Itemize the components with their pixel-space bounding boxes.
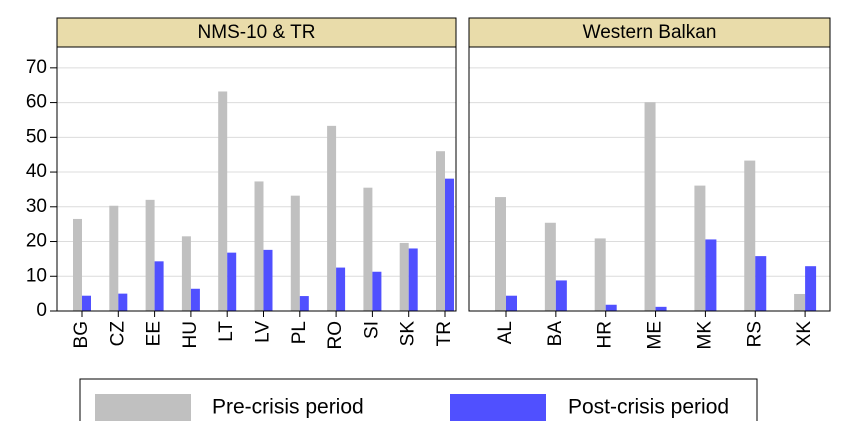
x-tick-label: EE bbox=[144, 321, 165, 346]
legend-swatch bbox=[450, 394, 546, 421]
x-tick-label: LT bbox=[216, 321, 237, 342]
panel-frame bbox=[468, 46, 831, 312]
x-tick-label: PL bbox=[289, 321, 310, 344]
y-tick-label: 50 bbox=[26, 126, 47, 147]
x-tick-label: RS bbox=[744, 321, 765, 347]
x-tick-label: SK bbox=[398, 321, 419, 347]
bar bbox=[372, 271, 382, 311]
bar bbox=[506, 295, 517, 311]
x-tick-label: BG bbox=[71, 321, 92, 348]
panel-frame bbox=[56, 46, 457, 312]
x-tick-label: LV bbox=[253, 321, 274, 343]
y-tick-label: 30 bbox=[26, 196, 47, 217]
bar bbox=[555, 280, 567, 311]
bar bbox=[544, 222, 556, 311]
x-tick-label: XK bbox=[794, 321, 815, 347]
panel-title: Western Balkan bbox=[583, 22, 717, 43]
x-tick-label: SI bbox=[361, 321, 382, 339]
bar bbox=[445, 178, 454, 311]
bar bbox=[805, 266, 817, 311]
bar bbox=[190, 288, 200, 311]
x-tick-label: RO bbox=[325, 321, 346, 350]
legend-swatch bbox=[95, 394, 191, 421]
bar bbox=[227, 252, 237, 311]
bar bbox=[408, 248, 418, 311]
y-tick-label: 20 bbox=[26, 231, 47, 252]
panel-title: NMS-10 & TR bbox=[198, 22, 316, 43]
bar bbox=[327, 125, 337, 311]
y-tick-label: 60 bbox=[26, 92, 47, 113]
bar bbox=[181, 236, 191, 311]
bar bbox=[82, 295, 91, 311]
legend-label: Post-crisis period bbox=[568, 396, 729, 419]
x-tick-label: CZ bbox=[107, 321, 128, 347]
bar bbox=[118, 293, 128, 311]
legend-label: Pre-crisis period bbox=[212, 396, 364, 419]
legend-box bbox=[79, 378, 758, 421]
bar bbox=[794, 293, 806, 311]
bar bbox=[705, 239, 717, 311]
bar bbox=[73, 218, 82, 311]
bar bbox=[644, 102, 656, 311]
bar bbox=[145, 199, 155, 311]
bar bbox=[694, 185, 706, 311]
x-tick-label: TR bbox=[434, 321, 455, 346]
bar bbox=[363, 187, 373, 311]
bar bbox=[744, 160, 756, 311]
bar bbox=[299, 296, 309, 311]
bar bbox=[495, 197, 506, 311]
bar bbox=[605, 304, 617, 311]
bar bbox=[254, 181, 264, 311]
bar bbox=[109, 205, 119, 311]
x-tick-label: ME bbox=[645, 321, 666, 350]
bar bbox=[154, 261, 164, 311]
bar bbox=[594, 238, 606, 311]
x-tick-label: BA bbox=[545, 321, 566, 347]
bar bbox=[218, 91, 228, 311]
y-tick-label: 10 bbox=[26, 265, 47, 286]
bar bbox=[336, 267, 346, 311]
bar bbox=[755, 256, 767, 311]
x-tick-label: HR bbox=[595, 321, 616, 348]
bar bbox=[399, 242, 409, 311]
bar bbox=[290, 195, 300, 311]
bar bbox=[436, 151, 445, 311]
bar bbox=[655, 306, 667, 311]
x-tick-label: MK bbox=[694, 321, 715, 350]
y-tick-label: 70 bbox=[26, 57, 47, 78]
bar bbox=[263, 249, 273, 311]
x-tick-label: AL bbox=[495, 321, 516, 344]
y-tick-label: 40 bbox=[26, 161, 47, 182]
x-tick-label: HU bbox=[180, 321, 201, 348]
y-tick-label: 0 bbox=[36, 300, 47, 321]
